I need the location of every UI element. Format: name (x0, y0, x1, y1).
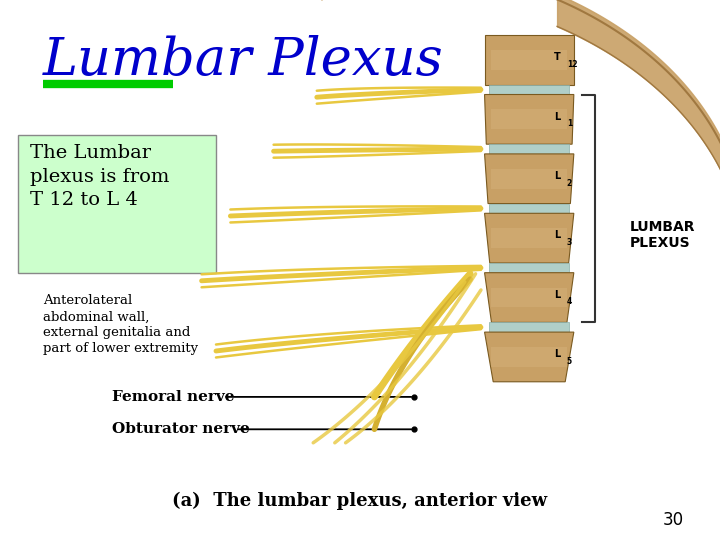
FancyBboxPatch shape (491, 110, 567, 129)
Text: 1: 1 (567, 119, 572, 128)
Text: 5: 5 (567, 357, 572, 366)
FancyBboxPatch shape (491, 228, 567, 248)
Text: T: T (554, 52, 560, 62)
Text: Lumbar Plexus: Lumbar Plexus (43, 35, 444, 86)
Text: L: L (554, 112, 560, 122)
Bar (489, 85, 570, 94)
Text: L: L (554, 349, 560, 359)
Bar (489, 322, 570, 332)
Text: 3: 3 (567, 238, 572, 247)
Text: 4: 4 (567, 298, 572, 306)
FancyBboxPatch shape (491, 347, 567, 367)
Text: 30: 30 (663, 511, 684, 529)
FancyBboxPatch shape (18, 135, 216, 273)
FancyBboxPatch shape (491, 50, 567, 70)
Polygon shape (485, 154, 574, 204)
Polygon shape (485, 94, 574, 144)
FancyBboxPatch shape (491, 288, 567, 307)
Text: L: L (554, 171, 560, 181)
Polygon shape (485, 273, 574, 322)
Text: Femoral nerve: Femoral nerve (112, 390, 234, 404)
Bar (489, 204, 570, 213)
Text: Obturator nerve: Obturator nerve (112, 422, 249, 436)
Text: LUMBAR
PLEXUS: LUMBAR PLEXUS (630, 220, 696, 250)
Text: L: L (554, 231, 560, 240)
Text: 2: 2 (567, 179, 572, 187)
Text: L: L (554, 290, 560, 300)
Bar (489, 263, 570, 273)
Polygon shape (485, 35, 574, 85)
Text: 12: 12 (567, 60, 577, 69)
Text: Anterolateral
abdominal wall,
external genitalia and
part of lower extremity: Anterolateral abdominal wall, external g… (43, 294, 198, 355)
Polygon shape (485, 332, 574, 382)
Polygon shape (485, 213, 574, 263)
Bar (489, 144, 570, 154)
FancyBboxPatch shape (491, 169, 567, 188)
Text: The Lumbar
plexus is from
T 12 to L 4: The Lumbar plexus is from T 12 to L 4 (30, 144, 170, 210)
Text: (a)  The lumbar plexus, anterior view: (a) The lumbar plexus, anterior view (172, 492, 548, 510)
